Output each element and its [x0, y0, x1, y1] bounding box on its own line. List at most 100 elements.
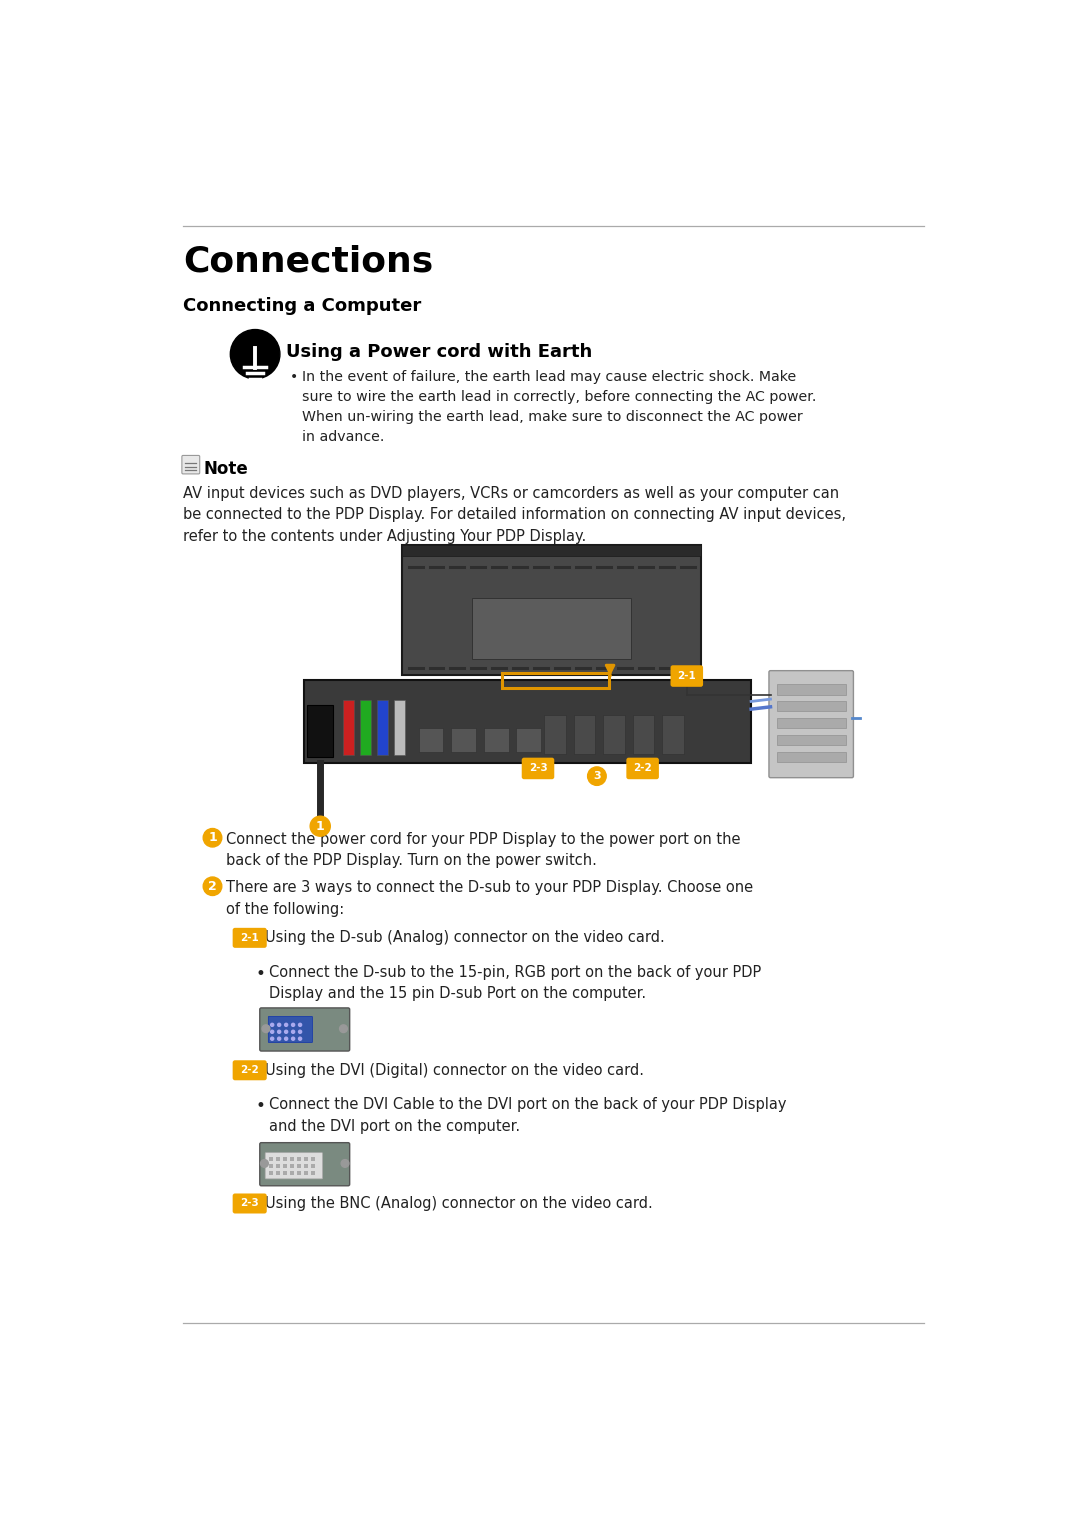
FancyBboxPatch shape [276, 1164, 280, 1168]
FancyBboxPatch shape [283, 1157, 287, 1161]
Text: 1: 1 [315, 820, 325, 832]
FancyBboxPatch shape [269, 1171, 273, 1174]
Text: Connect the power cord for your PDP Display to the power port on the
back of the: Connect the power cord for your PDP Disp… [227, 832, 741, 869]
Circle shape [284, 1031, 287, 1034]
FancyBboxPatch shape [522, 757, 554, 779]
Circle shape [341, 1159, 349, 1167]
FancyBboxPatch shape [671, 666, 703, 687]
Text: 2-2: 2-2 [633, 764, 652, 774]
Text: There are 3 ways to connect the D-sub to your PDP Display. Choose one
of the fol: There are 3 ways to connect the D-sub to… [227, 880, 754, 916]
Text: •: • [291, 370, 298, 383]
Text: Connections: Connections [183, 244, 433, 279]
Text: 2-1: 2-1 [241, 933, 259, 942]
FancyBboxPatch shape [342, 699, 353, 756]
FancyBboxPatch shape [266, 1153, 323, 1179]
Text: Note: Note [203, 461, 248, 478]
Circle shape [292, 1031, 295, 1034]
Circle shape [298, 1031, 301, 1034]
FancyBboxPatch shape [268, 1017, 312, 1043]
FancyBboxPatch shape [311, 1157, 314, 1161]
Circle shape [271, 1023, 273, 1026]
Circle shape [278, 1037, 281, 1040]
FancyBboxPatch shape [626, 757, 659, 779]
Text: Connect the D-sub to the 15-pin, RGB port on the back of your PDP
Display and th: Connect the D-sub to the 15-pin, RGB por… [269, 965, 761, 1002]
FancyBboxPatch shape [307, 704, 334, 757]
FancyBboxPatch shape [232, 1060, 267, 1080]
Text: 2-2: 2-2 [241, 1066, 259, 1075]
FancyBboxPatch shape [269, 1157, 273, 1161]
Circle shape [339, 1025, 348, 1032]
FancyBboxPatch shape [297, 1157, 301, 1161]
Text: 1: 1 [208, 831, 217, 844]
Text: Using the BNC (Analog) connector on the video card.: Using the BNC (Analog) connector on the … [266, 1196, 653, 1211]
Text: AV input devices such as DVD players, VCRs or camcorders as well as your compute: AV input devices such as DVD players, VC… [183, 486, 846, 544]
FancyBboxPatch shape [303, 1171, 308, 1174]
Circle shape [310, 815, 330, 837]
Text: Connecting a Computer: Connecting a Computer [183, 298, 421, 315]
Text: 2: 2 [208, 880, 217, 893]
FancyBboxPatch shape [777, 718, 846, 728]
FancyBboxPatch shape [472, 597, 631, 660]
FancyBboxPatch shape [291, 1157, 294, 1161]
FancyBboxPatch shape [181, 455, 200, 473]
FancyBboxPatch shape [777, 751, 846, 762]
Text: In the event of failure, the earth lead may cause electric shock. Make
sure to w: In the event of failure, the earth lead … [301, 370, 816, 444]
FancyBboxPatch shape [394, 699, 405, 756]
Circle shape [203, 829, 221, 847]
Circle shape [292, 1037, 295, 1040]
Text: 2-1: 2-1 [677, 670, 697, 681]
Text: •: • [256, 965, 266, 983]
FancyBboxPatch shape [297, 1171, 301, 1174]
Circle shape [203, 876, 221, 895]
FancyBboxPatch shape [311, 1171, 314, 1174]
FancyBboxPatch shape [360, 699, 370, 756]
FancyBboxPatch shape [297, 1164, 301, 1168]
Circle shape [292, 1023, 295, 1026]
Text: Using a Power cord with Earth: Using a Power cord with Earth [286, 342, 592, 360]
FancyBboxPatch shape [291, 1164, 294, 1168]
FancyBboxPatch shape [232, 928, 267, 948]
FancyBboxPatch shape [573, 715, 595, 754]
Text: 2-3: 2-3 [528, 764, 548, 774]
FancyBboxPatch shape [633, 715, 654, 754]
Circle shape [271, 1031, 273, 1034]
Circle shape [230, 330, 280, 379]
FancyBboxPatch shape [303, 1157, 308, 1161]
FancyBboxPatch shape [311, 1164, 314, 1168]
Text: •: • [256, 1098, 266, 1115]
Text: Using the D-sub (Analog) connector on the video card.: Using the D-sub (Analog) connector on th… [266, 930, 665, 945]
Circle shape [262, 1025, 270, 1032]
FancyBboxPatch shape [260, 1008, 350, 1051]
FancyBboxPatch shape [260, 1142, 350, 1186]
Circle shape [271, 1037, 273, 1040]
Circle shape [298, 1023, 301, 1026]
Circle shape [284, 1037, 287, 1040]
Text: 3: 3 [593, 771, 600, 782]
FancyBboxPatch shape [662, 715, 684, 754]
FancyBboxPatch shape [232, 1194, 267, 1214]
Text: Connect the DVI Cable to the DVI port on the back of your PDP Display
and the DV: Connect the DVI Cable to the DVI port on… [269, 1098, 786, 1135]
FancyBboxPatch shape [777, 684, 846, 695]
Circle shape [588, 767, 606, 785]
FancyBboxPatch shape [377, 699, 388, 756]
FancyBboxPatch shape [283, 1171, 287, 1174]
Text: 2-3: 2-3 [241, 1199, 259, 1208]
Text: Using the DVI (Digital) connector on the video card.: Using the DVI (Digital) connector on the… [266, 1063, 644, 1078]
FancyBboxPatch shape [603, 715, 625, 754]
FancyBboxPatch shape [303, 1164, 308, 1168]
FancyBboxPatch shape [484, 728, 509, 751]
FancyBboxPatch shape [769, 670, 853, 777]
Circle shape [278, 1031, 281, 1034]
Circle shape [284, 1023, 287, 1026]
FancyBboxPatch shape [516, 728, 541, 751]
FancyBboxPatch shape [269, 1164, 273, 1168]
FancyBboxPatch shape [451, 728, 476, 751]
FancyBboxPatch shape [403, 545, 701, 675]
FancyBboxPatch shape [276, 1171, 280, 1174]
FancyBboxPatch shape [777, 734, 846, 745]
Circle shape [298, 1037, 301, 1040]
Circle shape [278, 1023, 281, 1026]
FancyBboxPatch shape [291, 1171, 294, 1174]
FancyBboxPatch shape [403, 545, 701, 556]
FancyBboxPatch shape [303, 680, 751, 764]
